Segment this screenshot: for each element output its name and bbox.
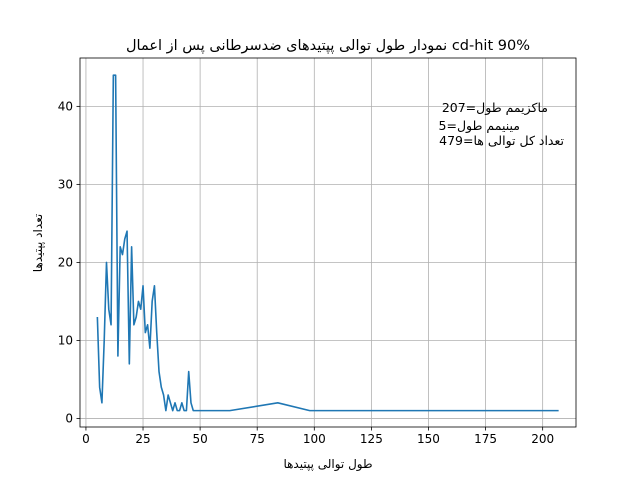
series-line — [96, 74, 559, 412]
x-tick-label: 200 — [531, 432, 554, 446]
plot-frame — [79, 57, 577, 428]
grid-lines — [80, 58, 576, 427]
x-tick-label: 50 — [192, 432, 207, 446]
y-tick-label: 0 — [65, 412, 73, 426]
x-tick-label: 125 — [360, 432, 383, 446]
x-tick-label: 75 — [250, 432, 265, 446]
y-axis-label: تعداد پپتیدها — [31, 214, 45, 272]
x-axis-label: طول توالی پپتیدها — [283, 457, 372, 472]
y-tick-label: 20 — [58, 256, 73, 270]
annotation-min-length: 5=مینیمم طول — [439, 118, 520, 134]
x-tick-label: 0 — [82, 432, 90, 446]
y-tick-label: 30 — [58, 178, 73, 192]
y-axis-ticks: 0 10 20 30 40 — [58, 100, 80, 426]
y-tick-label: 10 — [58, 334, 73, 348]
x-axis-ticks: 0 25 50 75 100 125 150 175 200 — [82, 427, 554, 446]
annotation-total-count: 479=تعداد کل توالی ها — [439, 133, 564, 149]
y-tick-label: 40 — [58, 100, 73, 114]
x-tick-label: 25 — [135, 432, 150, 446]
x-tick-label: 150 — [417, 432, 440, 446]
x-tick-label: 175 — [474, 432, 497, 446]
annotation-max-length: 207=ماکزیمم طول — [442, 100, 548, 116]
x-tick-label: 100 — [303, 432, 326, 446]
chart-title: نمودار طول توالی پپتیدهای ضدسرطانی پس از… — [126, 38, 530, 54]
